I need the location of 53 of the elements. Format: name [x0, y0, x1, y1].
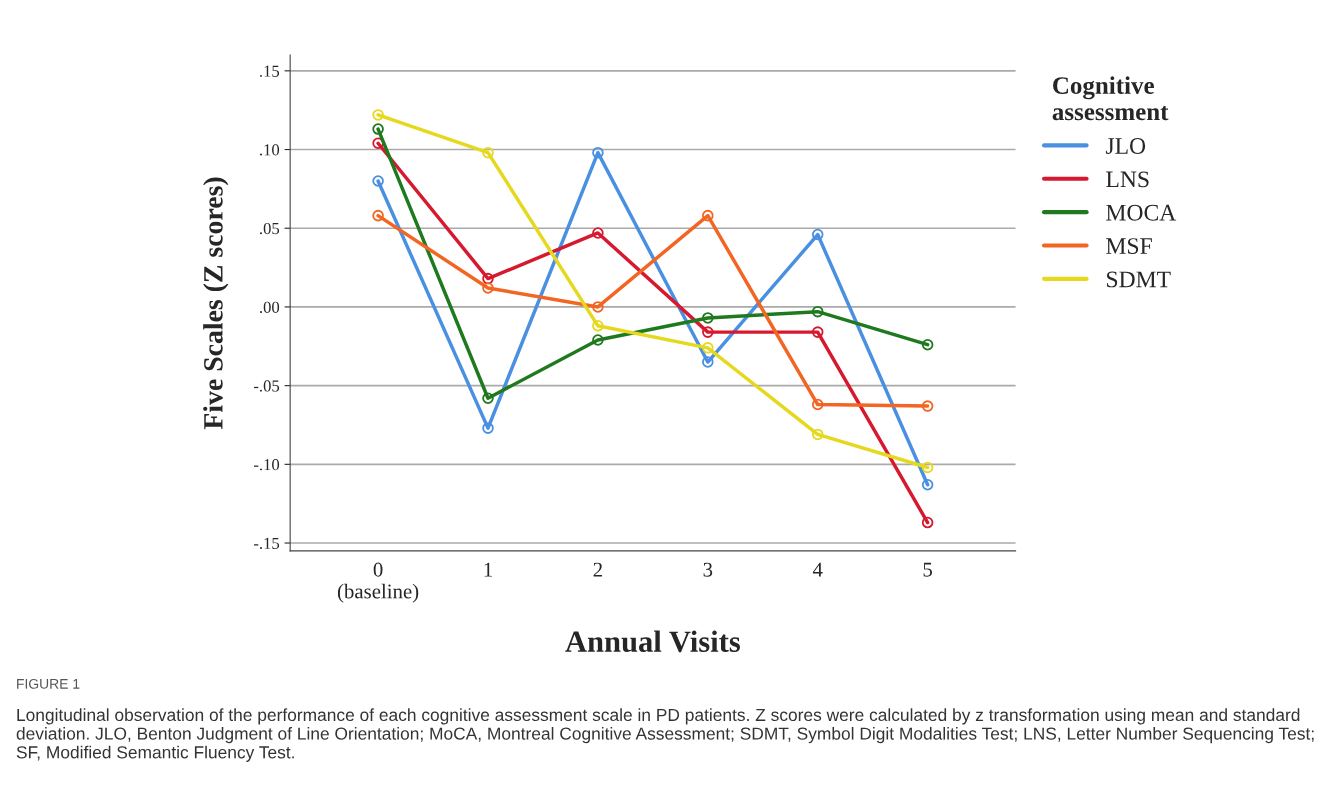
point: [702, 326, 714, 338]
text: Longitudinal observation of the performance of each cognitive assessment scale in PD patients. Z scores were calculated by z transformation using mean and standard deviation. JLO, Benton Judgment of Line Orientation; MoCA, Montreal Cognitive Assessment; SDMT, Symbol Digit Modalities Test; LNS, Letter Number Sequencing Test; SF, Modified Semantic Fluency Test.: [16, 708, 1314, 762]
point: [482, 422, 494, 434]
legend-title: Cognitive assessment: [1052, 76, 1169, 121]
y-tick-label: -.10: [253, 459, 280, 471]
point: [482, 392, 494, 404]
point: [811, 228, 824, 241]
point: [921, 516, 934, 529]
point: [482, 146, 494, 159]
y-axis-title: Five Scales (Z scores): [203, 177, 229, 430]
point: [811, 326, 824, 338]
point: [372, 209, 384, 222]
point: [811, 398, 824, 411]
point: [372, 109, 384, 121]
x-tick-label: 1: [484, 562, 492, 577]
y-tick-label: .15: [260, 65, 280, 77]
x-tick-label: 5: [923, 562, 933, 577]
y-tick-label: .05: [260, 222, 280, 235]
point: [592, 334, 604, 346]
point: [372, 123, 384, 135]
point: [921, 479, 934, 491]
legend-label: SDMT: [1107, 271, 1171, 288]
point: [592, 227, 604, 239]
y-tick-label: .10: [260, 144, 280, 156]
caption: FIGURE 1: [17, 678, 80, 689]
legend-label: MSF: [1106, 238, 1152, 254]
point: [702, 342, 714, 354]
point: [921, 338, 934, 351]
y-tick-label: -.05: [253, 380, 280, 392]
x-axis-title: Annual Visits: [565, 630, 740, 653]
legend-label: JLO: [1105, 138, 1146, 154]
point: [372, 175, 384, 187]
point: [702, 356, 714, 368]
y-tick-label: .00: [260, 301, 280, 313]
legend-label: LNS: [1106, 171, 1149, 188]
point: [811, 305, 824, 318]
point: [702, 312, 714, 324]
point: [702, 209, 714, 222]
point: [372, 137, 384, 149]
point: [482, 282, 494, 294]
point: [811, 428, 824, 441]
x-tick-label: 0 (baseline): [337, 562, 419, 603]
point: [592, 301, 604, 313]
legend-label: MOCA: [1106, 204, 1177, 221]
point: [482, 272, 494, 285]
point: [592, 320, 604, 332]
point: [592, 146, 604, 159]
y-tick-label: -.15: [253, 537, 280, 550]
point: [921, 461, 934, 474]
x-tick-label: 3: [703, 562, 713, 577]
point: [921, 400, 934, 412]
x-tick-label: 4: [812, 562, 823, 577]
x-tick-label: 2: [593, 562, 602, 577]
